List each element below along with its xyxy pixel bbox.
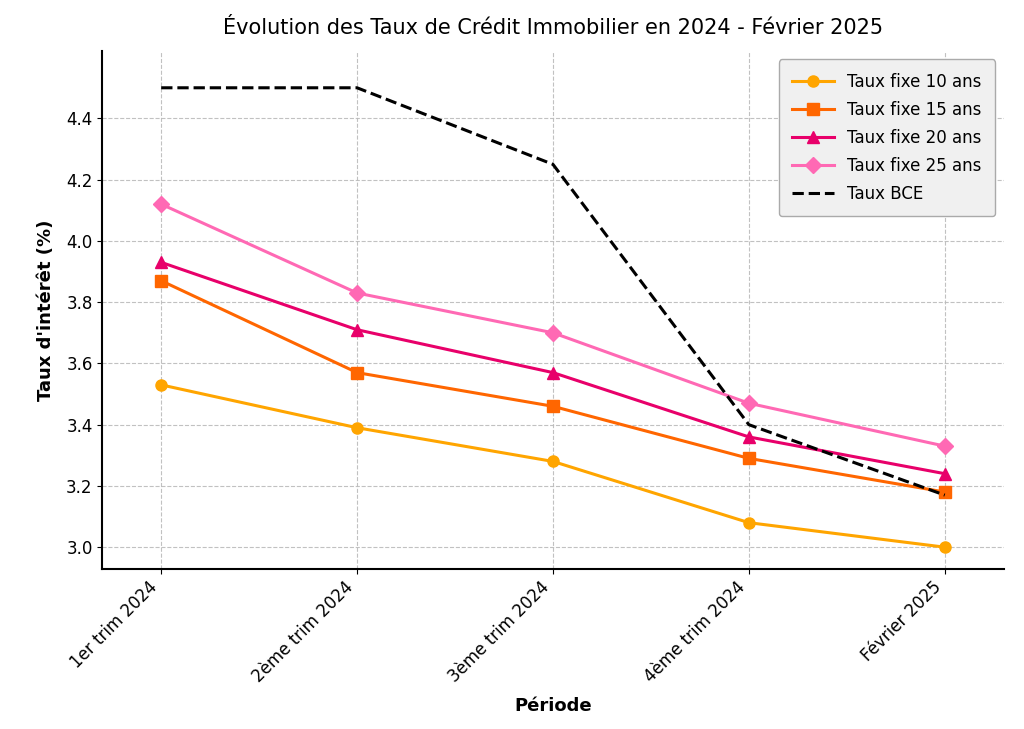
Line: Taux BCE: Taux BCE xyxy=(161,87,945,495)
Taux BCE xyxy=(939,491,951,499)
Taux BCE xyxy=(351,83,364,92)
Line: Taux fixe 20 ans: Taux fixe 20 ans xyxy=(156,257,950,479)
Taux fixe 25 ans xyxy=(351,289,364,297)
Taux fixe 15 ans xyxy=(351,368,364,377)
Taux BCE xyxy=(155,83,167,92)
Taux fixe 10 ans xyxy=(351,424,364,432)
Line: Taux fixe 15 ans: Taux fixe 15 ans xyxy=(156,275,950,498)
Taux fixe 20 ans xyxy=(547,368,559,377)
Taux fixe 10 ans xyxy=(742,518,755,527)
Taux fixe 10 ans xyxy=(939,543,951,552)
Line: Taux fixe 25 ans: Taux fixe 25 ans xyxy=(156,198,950,452)
Title: Évolution des Taux de Crédit Immobilier en 2024 - Février 2025: Évolution des Taux de Crédit Immobilier … xyxy=(223,18,883,39)
Taux fixe 15 ans xyxy=(939,488,951,496)
X-axis label: Période: Période xyxy=(514,697,592,715)
Taux fixe 15 ans xyxy=(547,402,559,410)
Taux fixe 25 ans xyxy=(742,399,755,408)
Taux fixe 15 ans xyxy=(155,276,167,285)
Taux fixe 25 ans xyxy=(939,442,951,451)
Taux fixe 25 ans xyxy=(155,200,167,208)
Taux fixe 10 ans xyxy=(547,457,559,466)
Legend: Taux fixe 10 ans, Taux fixe 15 ans, Taux fixe 20 ans, Taux fixe 25 ans, Taux BCE: Taux fixe 10 ans, Taux fixe 15 ans, Taux… xyxy=(779,59,995,216)
Taux fixe 20 ans xyxy=(939,469,951,478)
Taux BCE xyxy=(547,160,559,168)
Taux fixe 20 ans xyxy=(351,325,364,334)
Y-axis label: Taux d'intérêt (%): Taux d'intérêt (%) xyxy=(37,219,55,400)
Taux fixe 20 ans xyxy=(155,258,167,267)
Line: Taux fixe 10 ans: Taux fixe 10 ans xyxy=(156,379,950,553)
Taux BCE xyxy=(742,421,755,429)
Taux fixe 10 ans xyxy=(155,381,167,389)
Taux fixe 20 ans xyxy=(742,432,755,441)
Taux fixe 15 ans xyxy=(742,454,755,463)
Taux fixe 25 ans xyxy=(547,329,559,338)
